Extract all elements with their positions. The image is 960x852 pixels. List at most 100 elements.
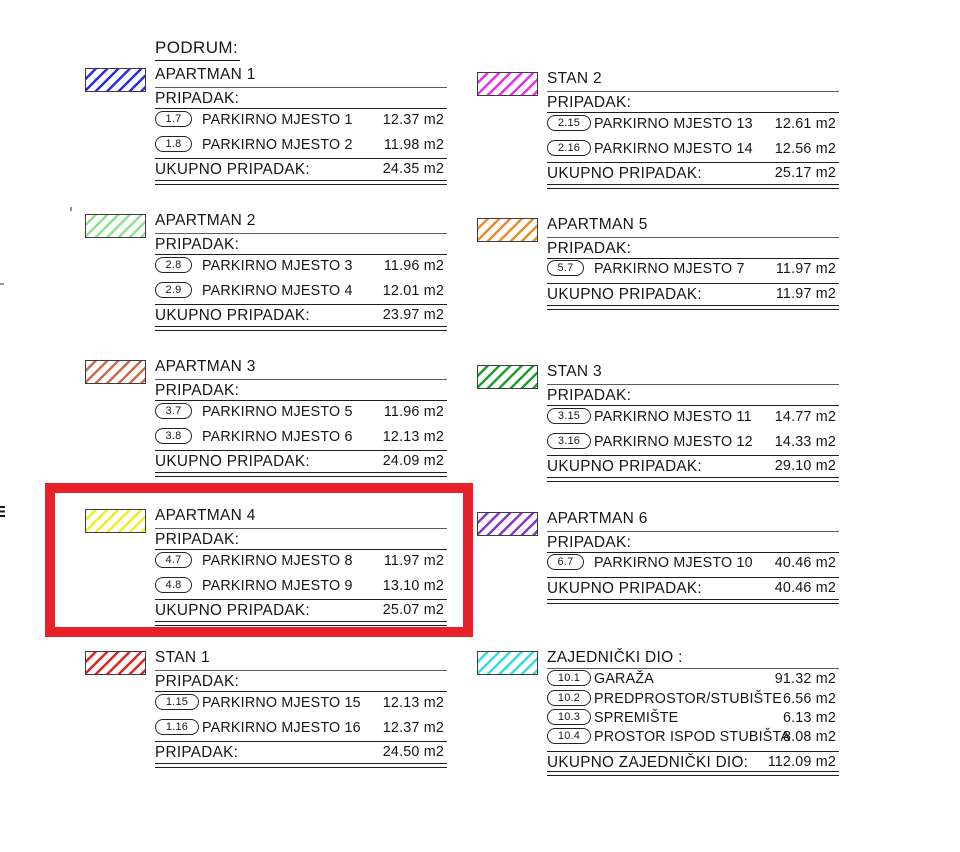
hatch-swatch-stan-3 <box>477 365 538 389</box>
block-subheader: PRIPADAK: <box>547 94 632 111</box>
unit-area: 12.01 m2 <box>382 283 444 299</box>
total-area: 24.35 m2 <box>382 161 444 177</box>
unit-area: 12.13 m2 <box>382 429 444 445</box>
unit-code-pill: 4.7 <box>155 552 192 568</box>
block-title: STAN 1 <box>155 649 210 666</box>
edge-artifact <box>0 506 5 517</box>
unit-row: 2.15 PARKIRNO MJESTO 13 12.61 m2 <box>547 115 839 134</box>
unit-row: 1.15 PARKIRNO MJESTO 15 12.13 m2 <box>155 694 447 713</box>
block-subheader: PRIPADAK: <box>155 673 240 690</box>
unit-label: PREDPROSTOR/STUBIŠTE <box>594 691 783 707</box>
divider <box>547 531 839 532</box>
total-row: UKUPNO PRIPADAK: 24.35 m2 <box>155 161 447 179</box>
divider <box>155 233 447 234</box>
divider <box>547 405 839 406</box>
unit-label: PARKIRNO MJESTO 14 <box>594 141 753 157</box>
double-divider <box>547 477 839 482</box>
divider <box>155 599 447 600</box>
block-title: APARTMAN 2 <box>155 212 256 229</box>
unit-code-pill: 3.7 <box>155 403 192 419</box>
unit-code-pill: 1.7 <box>155 111 192 127</box>
total-row: UKUPNO ZAJEDNIČKI DIO: 112.09 m2 <box>547 754 839 772</box>
total-label: UKUPNO PRIPADAK: <box>155 602 310 619</box>
unit-area: 12.56 m2 <box>774 141 836 157</box>
total-label: UKUPNO PRIPADAK: <box>155 307 310 324</box>
hatch-swatch-stan-1 <box>85 651 146 675</box>
divider <box>547 577 839 578</box>
unit-row: 1.7 PARKIRNO MJESTO 1 12.37 m2 <box>155 111 447 130</box>
double-divider <box>547 305 839 310</box>
block-title: APARTMAN 4 <box>155 507 256 524</box>
double-divider <box>155 180 447 185</box>
unit-code-pill: 5.7 <box>547 260 584 276</box>
double-divider <box>155 326 447 331</box>
total-area: 112.09 m2 <box>767 754 836 770</box>
edge-artifact <box>70 207 72 211</box>
unit-row: 3.8 PARKIRNO MJESTO 6 12.13 m2 <box>155 428 447 447</box>
unit-code-pill: 10.3 <box>547 709 591 725</box>
double-divider <box>547 184 839 189</box>
total-area: 23.97 m2 <box>382 307 444 323</box>
block-title: APARTMAN 5 <box>547 216 648 233</box>
divider <box>547 455 839 456</box>
unit-label: PARKIRNO MJESTO 2 <box>202 137 353 153</box>
block-subheader: PRIPADAK: <box>155 382 240 399</box>
unit-label: PARKIRNO MJESTO 13 <box>594 116 753 132</box>
unit-label: PARKIRNO MJESTO 12 <box>594 434 753 450</box>
divider <box>155 670 447 671</box>
unit-code-pill: 3.8 <box>155 428 192 444</box>
hatch-swatch-apartman-6 <box>477 512 538 536</box>
block-subheader: PRIPADAK: <box>155 90 240 107</box>
block-title: APARTMAN 6 <box>547 510 648 527</box>
total-label: UKUPNO ZAJEDNIČKI DIO: <box>547 754 749 771</box>
unit-area: 12.37 m2 <box>382 720 444 736</box>
total-label: UKUPNO PRIPADAK: <box>155 161 310 178</box>
unit-label: PARKIRNO MJESTO 15 <box>202 695 361 711</box>
unit-area: 14.33 m2 <box>774 434 836 450</box>
total-area: 25.07 m2 <box>382 602 444 618</box>
total-area: 11.97 m2 <box>775 286 836 302</box>
divider <box>547 258 839 259</box>
unit-code-pill: 4.8 <box>155 577 192 593</box>
unit-label: PROSTOR ISPOD STUBIŠTA <box>594 729 791 745</box>
unit-code-pill: 10.1 <box>547 670 591 686</box>
block-title: STAN 2 <box>547 70 602 87</box>
unit-code-pill: 2.15 <box>547 115 591 131</box>
total-row: UKUPNO PRIPADAK: 24.09 m2 <box>155 453 447 471</box>
unit-code-pill: 1.16 <box>155 719 199 735</box>
unit-area: 6.56 m2 <box>782 691 836 707</box>
divider <box>155 741 447 742</box>
unit-label: SPREMIŠTE <box>594 710 679 726</box>
divider <box>155 379 447 380</box>
unit-row: 2.8 PARKIRNO MJESTO 3 11.96 m2 <box>155 257 447 276</box>
hatch-swatch-stan-2 <box>477 72 538 96</box>
unit-code-pill: 1.15 <box>155 694 199 710</box>
hatch-swatch-apartman-2 <box>85 214 146 238</box>
total-area: 25.17 m2 <box>774 165 836 181</box>
unit-code-pill: 6.7 <box>547 554 584 570</box>
unit-row: 10.1 GARAŽA 91.32 m2 <box>547 670 839 689</box>
block-subheader: PRIPADAK: <box>547 534 632 551</box>
unit-area: 8.08 m2 <box>782 729 836 745</box>
divider <box>155 87 447 88</box>
total-row: UKUPNO PRIPADAK: 25.17 m2 <box>547 165 839 183</box>
block-title: APARTMAN 1 <box>155 66 256 83</box>
unit-label: PARKIRNO MJESTO 4 <box>202 283 353 299</box>
total-row: UKUPNO PRIPADAK: 29.10 m2 <box>547 458 839 476</box>
double-divider <box>547 599 839 604</box>
unit-area: 14.77 m2 <box>774 409 836 425</box>
unit-code-pill: 2.16 <box>547 140 591 156</box>
edge-artifact <box>0 283 4 285</box>
divider <box>155 158 447 159</box>
unit-code-pill: 10.4 <box>547 728 591 744</box>
unit-area: 11.96 m2 <box>383 404 444 420</box>
total-label: UKUPNO PRIPADAK: <box>547 580 702 597</box>
total-label: UKUPNO PRIPADAK: <box>547 458 702 475</box>
double-divider <box>547 771 839 776</box>
divider <box>547 751 839 752</box>
unit-row: 2.16 PARKIRNO MJESTO 14 12.56 m2 <box>547 140 839 159</box>
unit-row: 3.16 PARKIRNO MJESTO 12 14.33 m2 <box>547 433 839 452</box>
unit-label: PARKIRNO MJESTO 11 <box>594 409 752 425</box>
page-title: PODRUM: <box>155 38 241 61</box>
divider <box>547 283 839 284</box>
